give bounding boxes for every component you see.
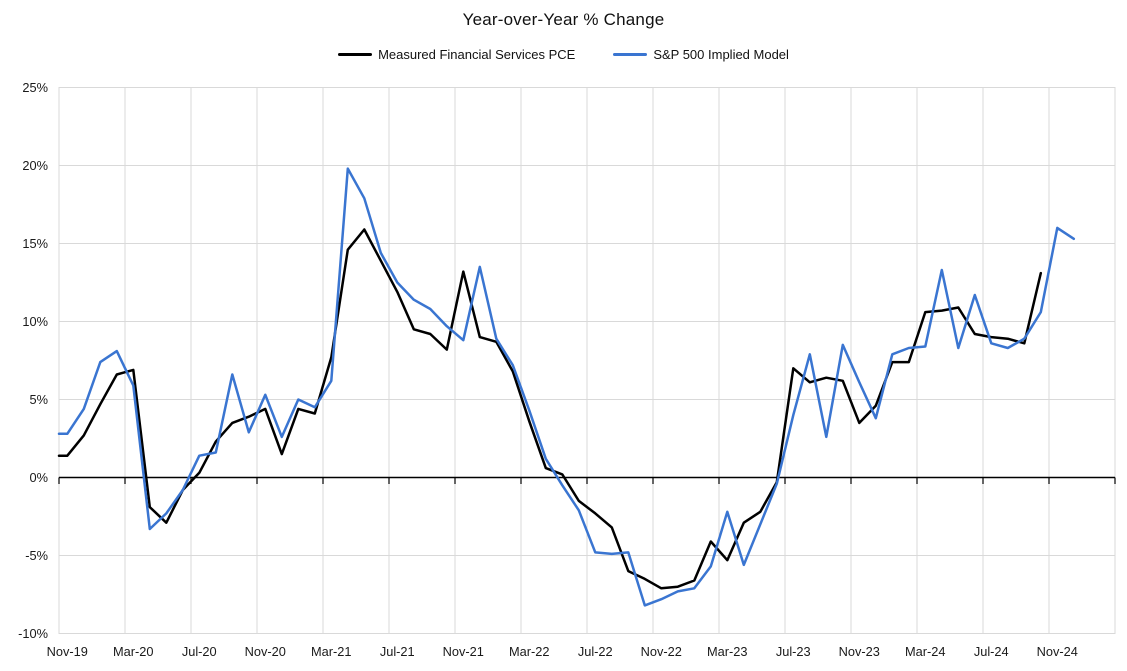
y-axis-label: 0% [30,470,49,485]
pce-line-swatch-icon [338,53,373,56]
x-axis-label: Mar-21 [311,644,352,659]
x-axis-label: Jul-23 [776,644,811,659]
x-axis-label: Mar-22 [509,644,550,659]
x-axis-label: Nov-19 [47,644,88,659]
y-axis-label: 25% [22,80,48,95]
y-axis-label: 5% [30,392,49,407]
sp500-line [57,167,1076,607]
x-axis-label: Nov-24 [1037,644,1078,659]
legend-item-pce: Measured Financial Services PCE [338,47,575,62]
x-axis-label: Mar-23 [707,644,748,659]
x-axis-label: Jul-22 [578,644,613,659]
legend-item-sp500: S&P 500 Implied Model [613,47,789,62]
legend-label-pce: Measured Financial Services PCE [378,47,576,62]
legend-label-sp500: S&P 500 Implied Model [653,47,789,62]
y-axis-label: -10% [18,626,48,641]
y-axis-label: 10% [22,314,48,329]
plot-border [58,87,1116,634]
y-axis-label: 20% [22,158,48,173]
sp500-line-swatch-icon [613,53,648,56]
x-axis-label: Nov-22 [641,644,682,659]
x-axis-label: Mar-24 [905,644,946,659]
x-axis-label: Jul-24 [974,644,1009,659]
x-axis-label: Nov-20 [245,644,286,659]
chart-legend: Measured Financial Services PCE S&P 500 … [0,47,1127,62]
x-axis-label: Nov-23 [839,644,880,659]
y-axis-label: 15% [22,236,48,251]
x-axis-label: Jul-20 [182,644,217,659]
chart-title: Year-over-Year % Change [462,10,665,29]
pce-line [57,228,1043,590]
x-axis-label: Nov-21 [443,644,484,659]
y-axis-label: -5% [25,548,48,563]
x-axis-label: Jul-21 [380,644,415,659]
x-axis-label: Mar-20 [113,644,154,659]
